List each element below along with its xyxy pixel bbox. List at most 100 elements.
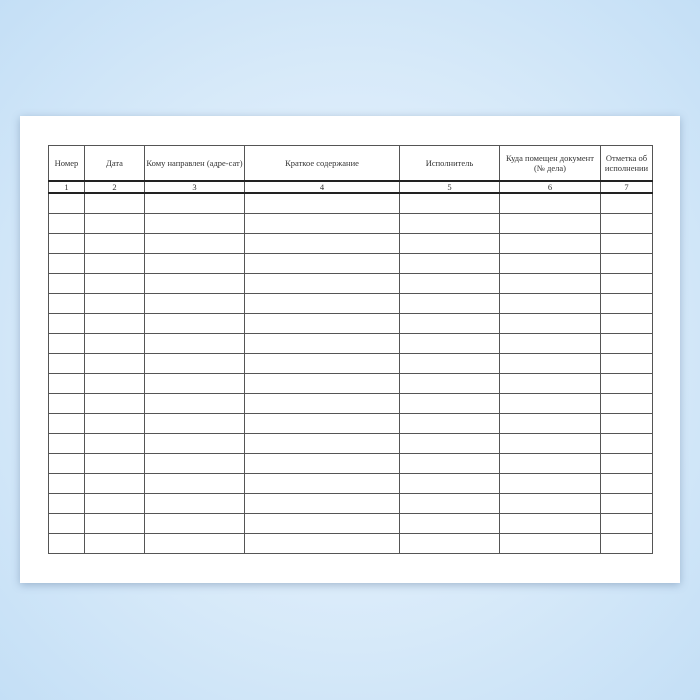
table-cell[interactable] [499, 213, 601, 234]
table-cell[interactable] [600, 353, 653, 374]
table-cell[interactable] [499, 313, 601, 334]
table-cell[interactable] [84, 192, 145, 214]
table-cell[interactable] [84, 333, 145, 354]
table-cell[interactable] [499, 393, 601, 414]
table-cell[interactable] [244, 313, 400, 334]
table-cell[interactable] [499, 533, 601, 554]
table-cell[interactable] [499, 473, 601, 494]
table-cell[interactable] [84, 433, 145, 454]
table-cell[interactable] [399, 373, 500, 394]
table-cell[interactable] [84, 533, 145, 554]
table-cell[interactable] [399, 192, 500, 214]
table-cell[interactable] [499, 353, 601, 374]
table-cell[interactable] [144, 393, 245, 414]
table-cell[interactable] [84, 493, 145, 514]
table-cell[interactable] [84, 353, 145, 374]
table-cell[interactable] [48, 413, 85, 434]
table-cell[interactable] [600, 273, 653, 294]
table-cell[interactable] [144, 413, 245, 434]
table-cell[interactable] [499, 273, 601, 294]
table-cell[interactable] [144, 493, 245, 514]
table-cell[interactable] [48, 493, 85, 514]
table-cell[interactable] [244, 433, 400, 454]
table-cell[interactable] [48, 473, 85, 494]
table-cell[interactable] [144, 533, 245, 554]
table-cell[interactable] [499, 333, 601, 354]
table-cell[interactable] [600, 533, 653, 554]
table-cell[interactable] [399, 353, 500, 374]
table-cell[interactable] [244, 373, 400, 394]
table-cell[interactable] [48, 373, 85, 394]
table-cell[interactable] [48, 273, 85, 294]
table-cell[interactable] [48, 233, 85, 254]
table-cell[interactable] [600, 413, 653, 434]
table-cell[interactable] [499, 233, 601, 254]
table-cell[interactable] [499, 513, 601, 534]
table-cell[interactable] [48, 333, 85, 354]
table-cell[interactable] [144, 313, 245, 334]
table-cell[interactable] [499, 192, 601, 214]
table-cell[interactable] [499, 453, 601, 474]
table-cell[interactable] [84, 453, 145, 474]
table-cell[interactable] [399, 513, 500, 534]
table-cell[interactable] [600, 293, 653, 314]
table-cell[interactable] [600, 213, 653, 234]
table-cell[interactable] [600, 333, 653, 354]
table-cell[interactable] [48, 353, 85, 374]
table-cell[interactable] [48, 533, 85, 554]
table-cell[interactable] [48, 513, 85, 534]
table-cell[interactable] [144, 373, 245, 394]
table-cell[interactable] [144, 253, 245, 274]
table-cell[interactable] [399, 393, 500, 414]
table-cell[interactable] [399, 453, 500, 474]
table-cell[interactable] [600, 453, 653, 474]
table-cell[interactable] [144, 192, 245, 214]
table-cell[interactable] [399, 433, 500, 454]
table-cell[interactable] [600, 393, 653, 414]
table-cell[interactable] [48, 213, 85, 234]
table-cell[interactable] [600, 433, 653, 454]
table-cell[interactable] [244, 213, 400, 234]
table-cell[interactable] [48, 433, 85, 454]
table-cell[interactable] [48, 313, 85, 334]
table-cell[interactable] [244, 273, 400, 294]
table-cell[interactable] [399, 253, 500, 274]
table-cell[interactable] [399, 313, 500, 334]
table-cell[interactable] [244, 493, 400, 514]
table-cell[interactable] [84, 473, 145, 494]
table-cell[interactable] [144, 473, 245, 494]
table-cell[interactable] [499, 373, 601, 394]
table-cell[interactable] [600, 493, 653, 514]
table-cell[interactable] [499, 433, 601, 454]
table-cell[interactable] [144, 213, 245, 234]
table-cell[interactable] [244, 513, 400, 534]
table-cell[interactable] [244, 393, 400, 414]
table-cell[interactable] [144, 233, 245, 254]
table-cell[interactable] [144, 513, 245, 534]
table-cell[interactable] [84, 253, 145, 274]
table-cell[interactable] [48, 192, 85, 214]
table-cell[interactable] [84, 273, 145, 294]
table-cell[interactable] [399, 493, 500, 514]
table-cell[interactable] [600, 313, 653, 334]
table-cell[interactable] [399, 213, 500, 234]
table-cell[interactable] [48, 393, 85, 414]
table-cell[interactable] [244, 353, 400, 374]
table-cell[interactable] [48, 293, 85, 314]
table-cell[interactable] [399, 533, 500, 554]
table-cell[interactable] [499, 293, 601, 314]
table-cell[interactable] [499, 493, 601, 514]
table-cell[interactable] [244, 473, 400, 494]
table-cell[interactable] [144, 353, 245, 374]
table-cell[interactable] [84, 393, 145, 414]
table-cell[interactable] [244, 233, 400, 254]
table-cell[interactable] [244, 192, 400, 214]
table-cell[interactable] [600, 473, 653, 494]
table-cell[interactable] [499, 253, 601, 274]
table-cell[interactable] [399, 473, 500, 494]
table-cell[interactable] [399, 413, 500, 434]
table-cell[interactable] [244, 253, 400, 274]
table-cell[interactable] [244, 413, 400, 434]
table-cell[interactable] [600, 513, 653, 534]
table-cell[interactable] [499, 413, 601, 434]
